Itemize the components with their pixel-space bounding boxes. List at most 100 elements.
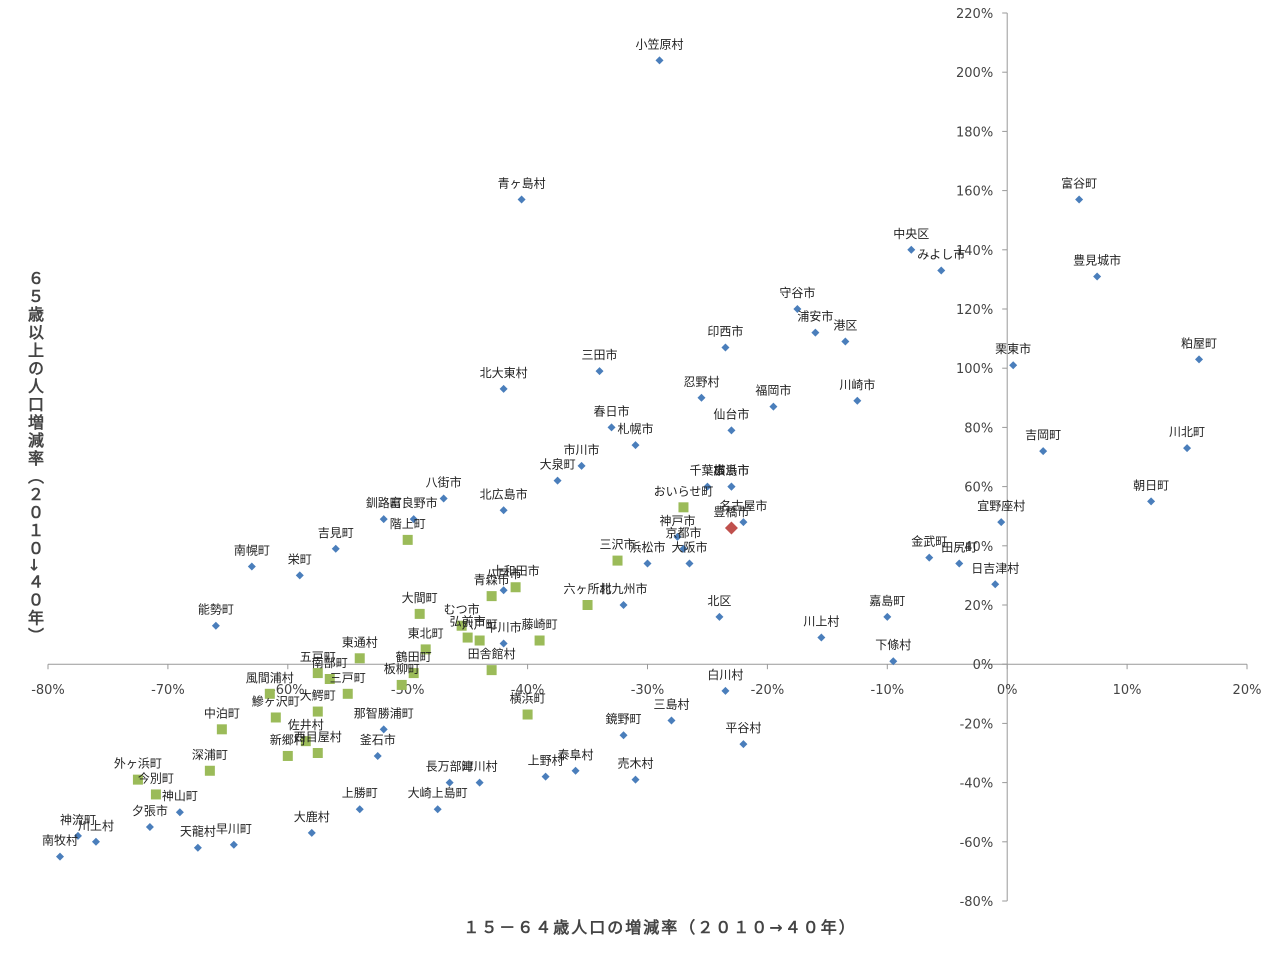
x-tick-label: 10% bbox=[1113, 683, 1142, 698]
data-point-square bbox=[270, 712, 281, 723]
data-point-diamond bbox=[685, 559, 694, 568]
point-label: 福岡市 bbox=[755, 383, 791, 398]
data-point-diamond bbox=[73, 831, 82, 840]
point-label: 東北町 bbox=[408, 626, 444, 640]
data-point-diamond bbox=[211, 621, 220, 630]
x-tick-label: 20% bbox=[1233, 683, 1262, 698]
y-tick-label: 180% bbox=[956, 125, 993, 140]
point-label: 平川市 bbox=[486, 619, 522, 634]
point-label: 千葉市 bbox=[689, 463, 725, 478]
point-label: 神山町 bbox=[162, 789, 198, 803]
y-tick-label: 20% bbox=[964, 599, 993, 614]
data-point-square bbox=[408, 668, 419, 679]
point-label: 釜石市 bbox=[360, 732, 396, 747]
point-label: 南幌町 bbox=[234, 543, 270, 558]
point-label: 広島市 bbox=[713, 463, 749, 478]
y-tick-label: -60% bbox=[960, 836, 994, 851]
data-point-diamond bbox=[841, 337, 850, 346]
point-label: 大泉町 bbox=[540, 458, 576, 472]
point-label: 佐井村 bbox=[288, 718, 324, 732]
data-point-diamond bbox=[409, 515, 418, 524]
point-label: 三田市 bbox=[582, 347, 618, 362]
point-label: 北広島市 bbox=[480, 486, 528, 501]
data-point-diamond bbox=[937, 266, 946, 275]
point-label: 三戸町 bbox=[330, 671, 366, 685]
data-point-square bbox=[582, 600, 593, 610]
point-label: 新郷村 bbox=[270, 732, 306, 747]
data-point-diamond bbox=[1195, 355, 1204, 364]
point-label: 長万部町 bbox=[426, 759, 474, 774]
data-point-diamond bbox=[1183, 444, 1192, 453]
data-point-diamond bbox=[721, 343, 730, 352]
data-point-diamond bbox=[595, 367, 604, 376]
data-point-diamond bbox=[697, 393, 706, 402]
point-label: 青森市 bbox=[474, 572, 510, 587]
data-point-diamond bbox=[955, 559, 964, 568]
x-tick-label: -40% bbox=[511, 683, 545, 698]
data-point-diamond bbox=[619, 601, 628, 609]
point-label: 鰺ヶ沢町 bbox=[252, 693, 300, 708]
data-point-square bbox=[216, 724, 227, 735]
point-label: 宜野座村 bbox=[977, 498, 1025, 513]
y-tick-label: 100% bbox=[956, 362, 993, 377]
data-point-diamond bbox=[379, 725, 388, 734]
data-point-diamond bbox=[727, 482, 736, 491]
data-point-diamond bbox=[769, 402, 778, 411]
point-label: 富良野市 bbox=[390, 495, 438, 510]
data-point-diamond bbox=[229, 840, 238, 849]
data-point-diamond bbox=[439, 494, 448, 503]
data-point-diamond bbox=[643, 559, 652, 568]
data-point-diamond bbox=[247, 562, 256, 571]
point-label: 釧路町 bbox=[366, 495, 402, 510]
point-label: 下條村 bbox=[875, 638, 911, 652]
data-point-diamond bbox=[811, 328, 820, 337]
point-label: 大鹿村 bbox=[294, 809, 330, 824]
point-label: 能勢町 bbox=[198, 602, 234, 617]
x-tick-label: -30% bbox=[631, 683, 665, 698]
x-axis-title: １５－６４歳人口の増減率（２０１０→４０年） bbox=[463, 918, 856, 937]
point-label: 豊橋市 bbox=[713, 504, 749, 519]
data-point-diamond bbox=[373, 751, 382, 760]
data-point-diamond bbox=[379, 515, 388, 524]
data-point-diamond bbox=[991, 580, 1000, 589]
point-label: 吉岡町 bbox=[1025, 428, 1061, 442]
y-tick-label: 140% bbox=[956, 244, 993, 259]
point-label: 上野村 bbox=[528, 754, 564, 768]
point-label: 神戸市 bbox=[659, 513, 695, 528]
data-point-diamond bbox=[355, 805, 364, 814]
point-label: 北区 bbox=[707, 594, 731, 608]
point-label: おいらせ町 bbox=[654, 484, 714, 498]
point-label: 八戸市 bbox=[486, 566, 522, 581]
point-label: 南牧村 bbox=[42, 833, 78, 848]
data-point-diamond bbox=[55, 852, 64, 861]
data-point-diamond bbox=[553, 476, 562, 485]
data-point-diamond bbox=[724, 521, 738, 535]
point-label: むつ市 bbox=[444, 602, 480, 617]
point-label: 吉見町 bbox=[318, 526, 354, 540]
x-tick-label: -20% bbox=[751, 683, 785, 698]
point-label: 仙台市 bbox=[713, 406, 749, 421]
data-point-diamond bbox=[295, 571, 304, 580]
data-point-diamond bbox=[145, 823, 154, 831]
data-point-diamond bbox=[91, 837, 100, 846]
point-label: 大鰐町 bbox=[300, 689, 336, 703]
point-label: 朝日町 bbox=[1133, 478, 1169, 492]
data-point-square bbox=[510, 582, 521, 593]
point-label: みよし市 bbox=[917, 247, 965, 262]
data-point-square bbox=[612, 555, 623, 566]
data-point-square bbox=[312, 706, 323, 717]
data-point-diamond bbox=[721, 686, 730, 695]
point-label: 早川町 bbox=[216, 822, 252, 836]
data-point-diamond bbox=[739, 740, 748, 749]
point-label: 十和田市 bbox=[492, 563, 540, 578]
data-point-square bbox=[462, 632, 473, 643]
point-label: 平谷村 bbox=[725, 721, 761, 735]
data-point-diamond bbox=[499, 506, 508, 515]
point-label: 大間町 bbox=[402, 591, 438, 605]
data-point-diamond bbox=[715, 612, 724, 621]
data-point-diamond bbox=[571, 766, 580, 775]
data-point-diamond bbox=[577, 461, 586, 470]
data-point-diamond bbox=[853, 396, 862, 405]
point-label: 鏡野町 bbox=[606, 711, 642, 726]
point-label: 栗東市 bbox=[995, 341, 1031, 356]
